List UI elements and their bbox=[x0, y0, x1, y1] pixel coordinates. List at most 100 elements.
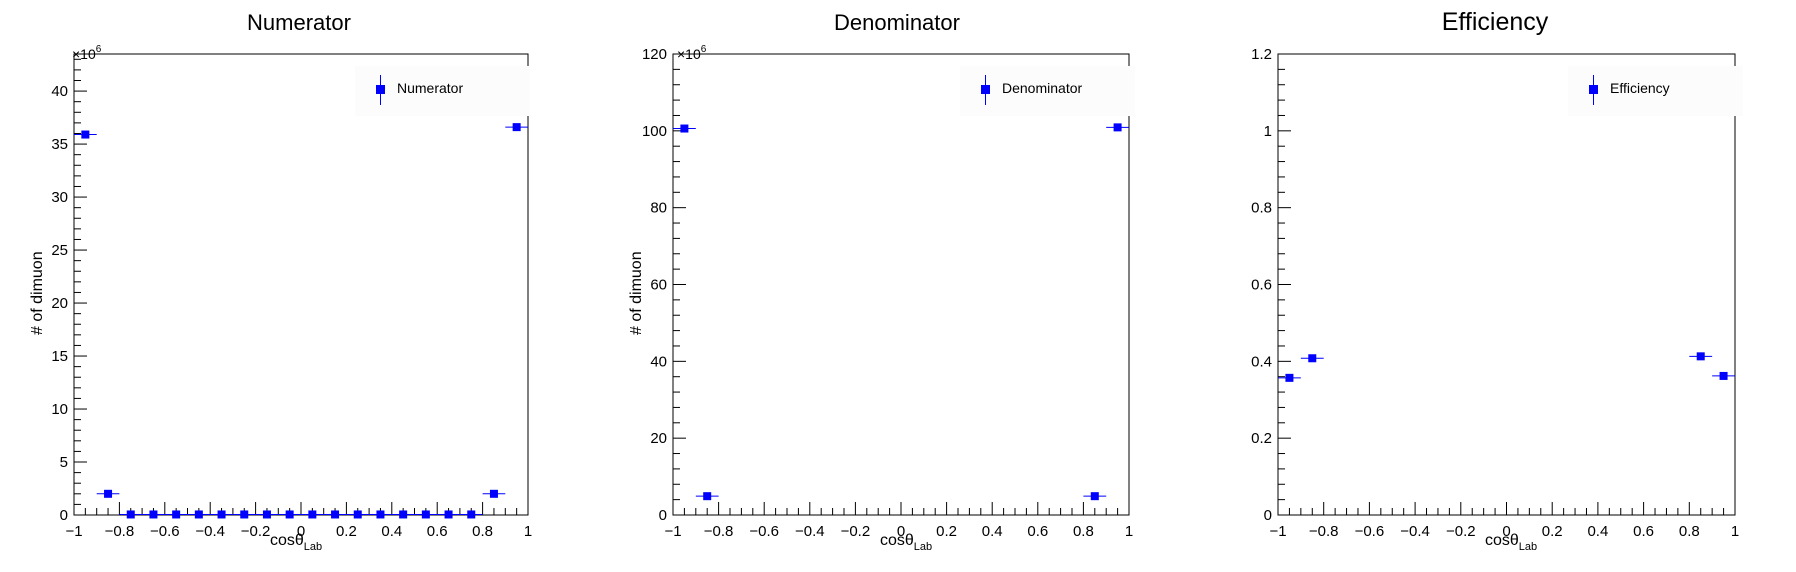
legend: Efficiency bbox=[1568, 66, 1743, 116]
y-tick-label: 0 bbox=[60, 507, 68, 524]
y-tick-label: 0.2 bbox=[1251, 430, 1272, 447]
x-tick-label: −0.2 bbox=[841, 523, 871, 540]
data-point bbox=[1090, 492, 1099, 501]
chart-title: Denominator bbox=[834, 10, 960, 35]
y-tick-label: 1.2 bbox=[1251, 46, 1272, 63]
y-tick-label: 20 bbox=[650, 430, 667, 447]
x-tick-label: −0.6 bbox=[1355, 523, 1385, 540]
x-tick-label: 1 bbox=[524, 523, 532, 540]
data-point bbox=[262, 510, 271, 519]
x-tick-label: −0.2 bbox=[241, 523, 271, 540]
x-tick-label: −0.6 bbox=[150, 523, 180, 540]
x-tick-label: −0.2 bbox=[1446, 523, 1476, 540]
y-axis-label: # of dimuon bbox=[628, 251, 645, 335]
data-point bbox=[680, 124, 689, 133]
x-tick-label: 0.4 bbox=[381, 523, 402, 540]
y-tick-label: 0 bbox=[659, 507, 667, 524]
x-tick-label: −0.8 bbox=[105, 523, 135, 540]
y-axis-label: # of dimuon bbox=[29, 251, 46, 335]
y-tick-label: 80 bbox=[650, 200, 667, 217]
x-tick-label: 0.8 bbox=[1073, 523, 1094, 540]
data-point bbox=[444, 510, 453, 519]
legend-label: Efficiency bbox=[1610, 80, 1670, 96]
data-point bbox=[240, 510, 249, 519]
x-tick-label: −0.4 bbox=[195, 523, 225, 540]
y-tick-label: 0.4 bbox=[1251, 353, 1272, 370]
data-point bbox=[81, 130, 90, 139]
y-tick-label: 100 bbox=[642, 123, 667, 140]
y-tick-label: 35 bbox=[51, 136, 68, 153]
x-tick-label: −0.8 bbox=[1309, 523, 1339, 540]
x-tick-label: −1 bbox=[65, 523, 82, 540]
x-tick-label: 1 bbox=[1125, 523, 1133, 540]
data-point bbox=[149, 510, 158, 519]
data-point bbox=[1719, 371, 1728, 380]
efficiency-panel: Efficiency −1 −0.8 −0.6 −0.4 −0.2 0 0.2 0.4 0.6 0… bbox=[1196, 0, 1794, 572]
data-point bbox=[353, 510, 362, 519]
y-tick-label: 1 bbox=[1264, 123, 1272, 140]
data-point bbox=[331, 510, 340, 519]
data-point bbox=[1696, 352, 1705, 361]
y-multiplier: ×106 bbox=[677, 44, 707, 62]
y-tick-label: 30 bbox=[51, 189, 68, 206]
x-tick-label: 0.6 bbox=[427, 523, 448, 540]
x-tick-label: 0.6 bbox=[1633, 523, 1654, 540]
data-point bbox=[285, 510, 294, 519]
data-point bbox=[512, 123, 521, 132]
y-tick-label: 40 bbox=[650, 353, 667, 370]
x-tick-label: 0.2 bbox=[1542, 523, 1563, 540]
x-tick-label: 0 bbox=[897, 523, 905, 540]
efficiency-plot: −1 −0.8 −0.6 −0.4 −0.2 0 0.2 0.4 0.6 0.8 1 0 0.2 0.4 0… bbox=[1251, 46, 1739, 540]
x-tick-label: 0.6 bbox=[1027, 523, 1048, 540]
legend-marker bbox=[1589, 85, 1598, 94]
y-tick-label: 15 bbox=[51, 348, 68, 365]
x-tick-label: 0.8 bbox=[472, 523, 493, 540]
data-point bbox=[126, 510, 135, 519]
data-point bbox=[217, 510, 226, 519]
y-tick-label: 10 bbox=[51, 401, 68, 418]
legend-marker bbox=[376, 85, 385, 94]
y-multiplier: ×106 bbox=[72, 44, 102, 62]
data-point bbox=[1113, 123, 1122, 132]
chart-title: Efficiency bbox=[1441, 8, 1549, 36]
x-tick-label: 0.4 bbox=[1587, 523, 1608, 540]
chart-title: Numerator bbox=[247, 10, 351, 35]
y-tick-label: 0.6 bbox=[1251, 277, 1272, 294]
data-point bbox=[376, 510, 385, 519]
x-tick-label: −1 bbox=[1269, 523, 1286, 540]
y-tick-label: 40 bbox=[51, 83, 68, 100]
legend: Numerator bbox=[355, 66, 530, 116]
x-axis-label: cosθLab bbox=[270, 532, 323, 553]
x-axis-label: cosθLab bbox=[1485, 532, 1538, 553]
x-tick-label: −0.8 bbox=[704, 523, 734, 540]
x-tick-label: −0.4 bbox=[795, 523, 825, 540]
x-tick-label: 0.2 bbox=[336, 523, 357, 540]
x-tick-label: 0 bbox=[297, 523, 305, 540]
data-point bbox=[1308, 354, 1317, 363]
plot-frame bbox=[73, 53, 529, 516]
data-point bbox=[104, 489, 113, 498]
y-tick-label: 5 bbox=[60, 454, 68, 471]
plot-frame bbox=[1277, 53, 1736, 516]
x-tick-label: −1 bbox=[664, 523, 681, 540]
data-point bbox=[703, 492, 712, 501]
x-tick-label: 0 bbox=[1502, 523, 1510, 540]
numerator-panel: Numerator −1 −0.8 −0.6 −0.4 −0.2 0 0.2 0.4 0.6 0.… bbox=[0, 0, 598, 572]
x-tick-label: 0.4 bbox=[982, 523, 1003, 540]
x-tick-label: −0.4 bbox=[1400, 523, 1430, 540]
data-point bbox=[467, 510, 476, 519]
data-point bbox=[399, 510, 408, 519]
data-point bbox=[194, 510, 203, 519]
data-point bbox=[172, 510, 181, 519]
y-tick-label: 20 bbox=[51, 295, 68, 312]
y-tick-label: 25 bbox=[51, 242, 68, 259]
x-tick-label: 0.8 bbox=[1679, 523, 1700, 540]
x-axis-label: cosθLab bbox=[880, 532, 933, 553]
legend-label: Denominator bbox=[1002, 80, 1083, 96]
x-tick-label: 0.2 bbox=[936, 523, 957, 540]
y-tick-label: 0 bbox=[1264, 507, 1272, 524]
x-tick-label: −0.6 bbox=[749, 523, 779, 540]
data-point bbox=[308, 510, 317, 519]
data-point bbox=[421, 510, 430, 519]
x-tick-label: 1 bbox=[1731, 523, 1739, 540]
